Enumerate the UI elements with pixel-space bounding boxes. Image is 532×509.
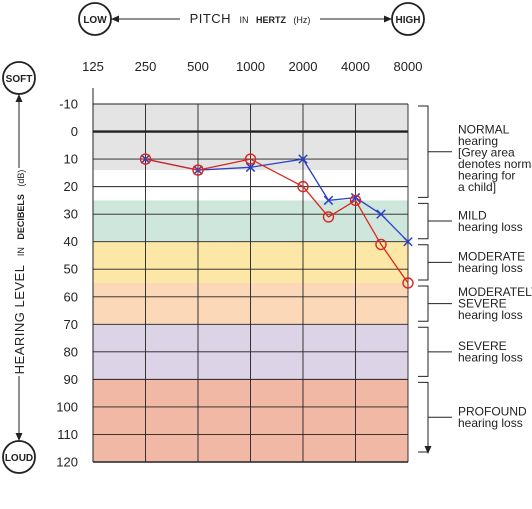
x-tick-label: 2000 bbox=[289, 59, 318, 74]
pitch-title-unit: HERTZ bbox=[256, 15, 286, 25]
category-label-line: a child] bbox=[458, 180, 496, 194]
y-tick-label: 50 bbox=[64, 262, 78, 277]
series-line-1 bbox=[145, 158, 409, 284]
x-marker-point bbox=[140, 154, 151, 164]
x-marker-stroke bbox=[140, 154, 151, 164]
series-layer bbox=[139, 153, 414, 289]
pitch-title: LOW PITCH IN HERTZ (Hz) HIGH bbox=[78, 2, 425, 36]
pitch-arrowhead-left bbox=[111, 15, 119, 23]
level-title-main: HEARING LEVEL bbox=[12, 265, 27, 375]
x-tick-label: 500 bbox=[187, 59, 209, 74]
category-bracket-1 bbox=[418, 202, 429, 240]
profound-arrowhead bbox=[424, 446, 432, 454]
loud-badge bbox=[2, 440, 36, 474]
category-bracket-0 bbox=[418, 105, 429, 198]
pitch-title-text: PITCH IN HERTZ (Hz) bbox=[190, 10, 311, 27]
o-marker-point bbox=[297, 180, 309, 193]
o-marker-point bbox=[244, 153, 257, 165]
y-tick-label: 90 bbox=[64, 372, 78, 387]
pitch-arrowhead-right bbox=[384, 15, 392, 23]
y-tick-label: -10 bbox=[59, 97, 78, 112]
category-label-line: hearing for bbox=[458, 169, 515, 183]
o-marker-point bbox=[375, 238, 387, 251]
y-tick-label: 40 bbox=[64, 234, 78, 249]
x-marker-point bbox=[245, 162, 256, 173]
category-label-line: PROFOUND bbox=[458, 404, 527, 418]
category-bracket-3 bbox=[418, 285, 429, 322]
x-tick-label: 4000 bbox=[341, 59, 370, 74]
category-label-line: hearing bbox=[458, 134, 498, 148]
category-label-line: [Grey area bbox=[458, 146, 515, 160]
x-tick-label: 250 bbox=[135, 59, 157, 74]
x-marker-point bbox=[376, 209, 386, 219]
o-marker-point bbox=[192, 164, 204, 176]
low-badge-label: LOW bbox=[83, 15, 107, 26]
category-bracket-4 bbox=[418, 326, 429, 377]
category-label-line: hearing loss bbox=[458, 308, 523, 322]
y-tick-label: 30 bbox=[64, 207, 78, 222]
category-bracket-5 bbox=[418, 381, 429, 453]
category-label-line: MILD bbox=[458, 208, 487, 222]
level-title-in: IN bbox=[16, 247, 26, 256]
x-marker-stroke bbox=[376, 209, 386, 219]
level-arrowhead-top bbox=[15, 94, 23, 102]
x-marker-point bbox=[350, 192, 361, 203]
soft-badge-label: SOFT bbox=[6, 74, 33, 85]
category-label-line: NORMAL bbox=[458, 123, 510, 137]
y-tick-label: 100 bbox=[56, 399, 78, 414]
y-tick-label: 110 bbox=[57, 427, 78, 442]
high-badge-label: HIGH bbox=[396, 15, 421, 26]
pitch-title-suffix: (Hz) bbox=[293, 15, 310, 25]
category-label-line: hearing loss bbox=[458, 351, 523, 365]
x-marker-point bbox=[403, 236, 413, 247]
category-label-line: SEVERE bbox=[458, 339, 507, 353]
x-tick-label: 1000 bbox=[236, 59, 265, 74]
y-tick-label: 80 bbox=[64, 344, 78, 359]
pitch-title-main: PITCH bbox=[190, 11, 232, 26]
x-marker-stroke bbox=[350, 192, 361, 203]
x-marker-stroke bbox=[403, 236, 413, 247]
category-label-line: SEVERE bbox=[458, 297, 507, 311]
x-marker-point bbox=[298, 154, 308, 164]
level-arrowhead-bottom bbox=[15, 433, 23, 441]
x-tick-label: 8000 bbox=[394, 59, 423, 74]
category-label-line: denotes normal bbox=[458, 157, 532, 171]
y-tick-label: 20 bbox=[64, 179, 78, 194]
hearing-level-label: SOFT HEARING LEVEL IN DECIBELS (dB) LOUD bbox=[2, 61, 36, 474]
o-marker-point bbox=[322, 211, 335, 223]
grid-layer bbox=[93, 103, 409, 463]
x-marker-stroke bbox=[298, 154, 308, 164]
category-label-line: MODERATE bbox=[458, 250, 525, 264]
category-label-line: MODERATELY bbox=[458, 285, 532, 299]
y-tick-label: 120 bbox=[56, 455, 78, 470]
y-tick-label: 10 bbox=[64, 152, 78, 167]
y-tick-label: 60 bbox=[64, 289, 78, 304]
series-line-0 bbox=[145, 158, 409, 243]
o-marker-point bbox=[402, 277, 414, 289]
y-tick-label: 0 bbox=[71, 124, 78, 139]
x-marker-stroke bbox=[323, 195, 334, 206]
pitch-title-in: IN bbox=[240, 15, 249, 25]
level-title-text: HEARING LEVEL IN DECIBELS (dB) bbox=[11, 170, 28, 375]
axes-layer: -10 0 10 20 30 40 50 60 70 80 90 100 110 120 125 250 500… bbox=[56, 59, 422, 470]
o-marker-point bbox=[349, 194, 362, 207]
category-label-line: hearing loss bbox=[458, 416, 523, 430]
loud-badge-label: LOUD bbox=[5, 453, 33, 464]
category-label-line: hearing loss bbox=[458, 220, 523, 234]
o-marker-point bbox=[139, 153, 152, 165]
x-marker-point bbox=[323, 195, 334, 206]
x-tick-label: 125 bbox=[82, 59, 104, 74]
category-bracket-2 bbox=[418, 244, 429, 281]
level-title-suffix: (dB) bbox=[16, 170, 26, 187]
category-label-line: hearing loss bbox=[458, 261, 523, 275]
x-marker-stroke bbox=[245, 162, 256, 173]
high-badge bbox=[391, 2, 425, 36]
y-tick-label: 70 bbox=[64, 317, 78, 332]
level-title-unit: DECIBELS bbox=[16, 194, 26, 240]
